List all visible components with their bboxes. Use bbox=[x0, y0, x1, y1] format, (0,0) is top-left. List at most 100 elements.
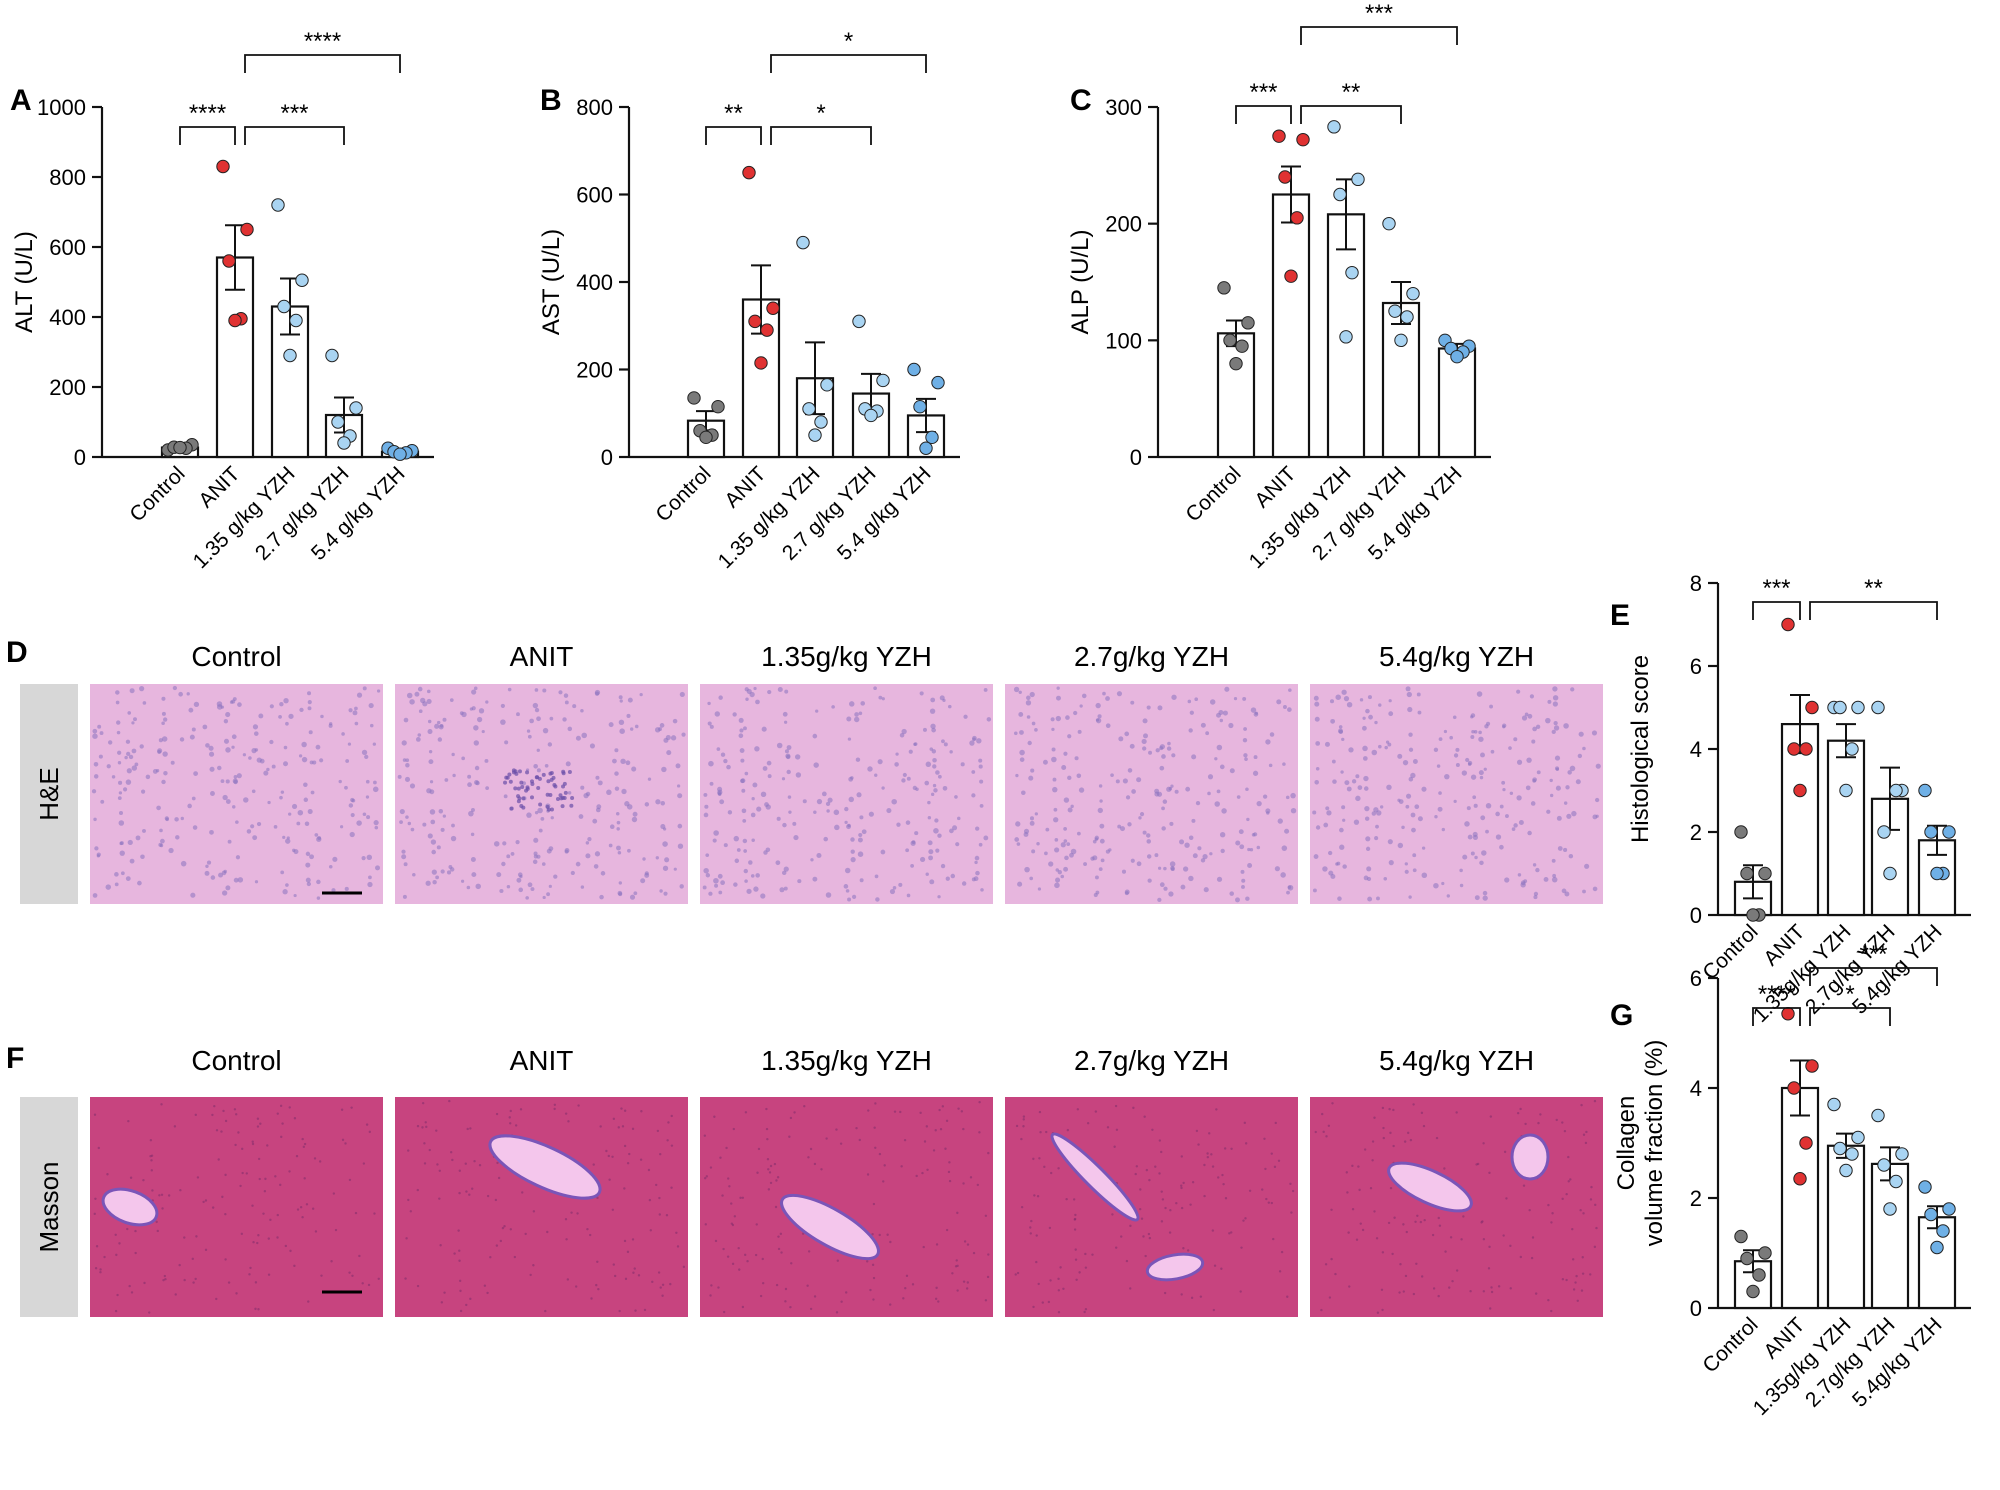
cell-nucleus bbox=[493, 841, 500, 847]
cell-nucleus bbox=[748, 860, 753, 865]
cell-nucleus bbox=[1235, 897, 1240, 903]
cell-nucleus bbox=[307, 706, 312, 711]
cell-nucleus bbox=[802, 799, 807, 804]
data-point bbox=[289, 313, 303, 328]
cell-nucleus bbox=[156, 805, 161, 811]
inflammatory-cell bbox=[562, 781, 567, 786]
cell-nucleus bbox=[496, 872, 502, 878]
cell-nucleus bbox=[1347, 1231, 1350, 1234]
cell-nucleus bbox=[1120, 826, 1126, 832]
cell-nucleus bbox=[858, 1138, 861, 1142]
cell-nucleus bbox=[1244, 1217, 1247, 1220]
cell-nucleus bbox=[1144, 1254, 1147, 1258]
cell-nucleus bbox=[1154, 853, 1159, 858]
cell-nucleus bbox=[402, 894, 407, 899]
blood-vessel bbox=[1387, 1161, 1473, 1213]
cell-nucleus bbox=[1363, 1148, 1367, 1151]
panel-label: A bbox=[10, 84, 32, 117]
cell-nucleus bbox=[1321, 1112, 1324, 1116]
cell-nucleus bbox=[825, 801, 831, 807]
cell-nucleus bbox=[627, 697, 633, 703]
cell-nucleus bbox=[1264, 1167, 1267, 1171]
cell-nucleus bbox=[933, 788, 938, 793]
cell-nucleus bbox=[850, 776, 854, 780]
cell-nucleus bbox=[341, 732, 345, 736]
cell-nucleus bbox=[117, 761, 122, 765]
cell-nucleus bbox=[509, 1228, 512, 1231]
cell-nucleus bbox=[1170, 784, 1174, 788]
cell-nucleus bbox=[421, 1126, 424, 1129]
cell-nucleus bbox=[1392, 1144, 1395, 1148]
cell-nucleus bbox=[423, 1162, 427, 1165]
data-point bbox=[1930, 866, 1944, 881]
cell-nucleus bbox=[440, 869, 445, 874]
cell-nucleus bbox=[124, 755, 128, 760]
data-point bbox=[1845, 742, 1859, 756]
cell-nucleus bbox=[1143, 733, 1149, 739]
cell-nucleus bbox=[703, 867, 709, 874]
cell-nucleus bbox=[774, 1205, 778, 1209]
cell-nucleus bbox=[776, 742, 783, 749]
data-point bbox=[1382, 216, 1396, 231]
cell-nucleus bbox=[725, 1146, 728, 1150]
cell-nucleus bbox=[339, 825, 344, 829]
cell-nucleus bbox=[95, 1245, 99, 1248]
cell-nucleus bbox=[1076, 1108, 1080, 1111]
cell-nucleus bbox=[233, 1108, 237, 1111]
cell-nucleus bbox=[296, 1208, 300, 1211]
cell-nucleus bbox=[713, 877, 719, 884]
column-title: ANIT bbox=[510, 641, 574, 672]
cell-nucleus bbox=[782, 711, 788, 717]
cell-nucleus bbox=[233, 775, 238, 779]
cell-nucleus bbox=[307, 809, 313, 815]
cell-nucleus bbox=[775, 1283, 779, 1287]
cell-nucleus bbox=[1328, 1296, 1332, 1299]
cell-nucleus bbox=[741, 808, 747, 814]
data-point bbox=[1805, 700, 1819, 715]
cell-nucleus bbox=[932, 757, 937, 763]
x-tick-label: Control bbox=[651, 462, 715, 526]
y-tick-label: 800 bbox=[576, 95, 613, 120]
cell-nucleus bbox=[1158, 1139, 1162, 1142]
cell-nucleus bbox=[316, 836, 322, 842]
cell-nucleus bbox=[728, 1185, 731, 1188]
data-point bbox=[1272, 129, 1286, 143]
cell-nucleus bbox=[122, 787, 128, 792]
cell-nucleus bbox=[882, 1180, 885, 1183]
cell-nucleus bbox=[1455, 747, 1460, 752]
significance-label: *** bbox=[1859, 941, 1887, 968]
inflammatory-cell bbox=[560, 804, 565, 809]
cell-nucleus bbox=[784, 1300, 787, 1303]
cell-nucleus bbox=[935, 1243, 939, 1246]
inflammatory-cell bbox=[508, 779, 513, 784]
cell-nucleus bbox=[931, 727, 936, 733]
cell-nucleus bbox=[1478, 736, 1484, 742]
cell-nucleus bbox=[860, 701, 866, 706]
cell-nucleus bbox=[467, 774, 472, 779]
cell-nucleus bbox=[1359, 698, 1364, 702]
cell-nucleus bbox=[777, 1247, 781, 1251]
cell-nucleus bbox=[1192, 853, 1198, 859]
cell-nucleus bbox=[1580, 1103, 1583, 1107]
cell-nucleus bbox=[466, 885, 471, 890]
cell-nucleus bbox=[1035, 1260, 1038, 1264]
cell-nucleus bbox=[318, 1160, 322, 1163]
cell-nucleus bbox=[765, 1107, 768, 1111]
cell-nucleus bbox=[1253, 832, 1258, 837]
cell-nucleus bbox=[1273, 1165, 1277, 1169]
cell-nucleus bbox=[858, 832, 863, 838]
cell-nucleus bbox=[1441, 827, 1446, 832]
cell-nucleus bbox=[705, 873, 711, 878]
cell-nucleus bbox=[1222, 1182, 1225, 1186]
cell-nucleus bbox=[1182, 1247, 1185, 1250]
cell-nucleus bbox=[1505, 814, 1509, 818]
data-point bbox=[748, 314, 762, 329]
cell-nucleus bbox=[1449, 1236, 1453, 1239]
cell-nucleus bbox=[664, 857, 670, 863]
cell-nucleus bbox=[1508, 746, 1512, 750]
cell-nucleus bbox=[886, 1233, 889, 1236]
cell-nucleus bbox=[1469, 1289, 1472, 1293]
cell-nucleus bbox=[1269, 732, 1275, 737]
cell-nucleus bbox=[797, 879, 802, 884]
cell-nucleus bbox=[1478, 770, 1484, 776]
